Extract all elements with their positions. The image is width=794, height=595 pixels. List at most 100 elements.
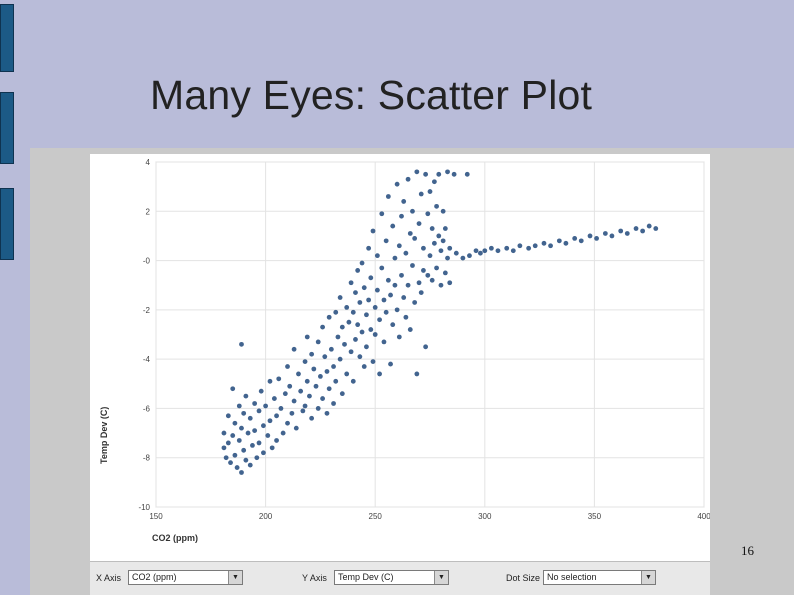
y-tick-label: -8 bbox=[143, 454, 151, 463]
scatter-point bbox=[460, 255, 466, 261]
scatter-point bbox=[250, 442, 255, 448]
scatter-point bbox=[447, 245, 453, 251]
scatter-point bbox=[379, 211, 385, 217]
scatter-point bbox=[370, 359, 376, 365]
dot-size-select[interactable]: No selection ▼ bbox=[543, 570, 656, 585]
x-tick-label: 300 bbox=[478, 512, 492, 521]
slide-title: Many Eyes: Scatter Plot bbox=[150, 72, 593, 118]
scatter-point bbox=[401, 295, 407, 300]
scatter-point bbox=[416, 280, 422, 286]
chevron-down-icon[interactable]: ▼ bbox=[641, 571, 655, 584]
chart-panel: 4 2 -0 -2 -4 -6 -8 -10 150 200 250 300 350 400 Temp … bbox=[90, 154, 711, 595]
scatter-point bbox=[390, 322, 396, 328]
y-tick-label: -4 bbox=[143, 355, 151, 364]
chevron-down-icon[interactable]: ▼ bbox=[228, 571, 242, 584]
scatter-point bbox=[359, 329, 365, 335]
scatter-point bbox=[370, 228, 376, 234]
scatter-point bbox=[318, 373, 323, 379]
scatter-point bbox=[261, 423, 266, 429]
y-tick-label: -2 bbox=[143, 306, 151, 315]
scatter-point bbox=[302, 403, 308, 409]
x-tick-label: 250 bbox=[369, 512, 383, 521]
scatter-point bbox=[392, 282, 398, 288]
scatter-point bbox=[256, 440, 262, 446]
scatter-point bbox=[385, 194, 391, 199]
scatter-point bbox=[344, 304, 350, 310]
y-tick-label: -10 bbox=[138, 503, 150, 512]
scatter-point bbox=[254, 455, 260, 461]
scatter-point bbox=[423, 344, 429, 350]
scatter-point bbox=[440, 238, 446, 244]
scatter-point bbox=[228, 460, 233, 466]
scatter-point bbox=[315, 406, 321, 411]
scatter-point bbox=[405, 176, 411, 182]
scatter-point bbox=[436, 171, 442, 177]
scatter-point bbox=[453, 250, 459, 256]
scatter-point bbox=[372, 332, 378, 337]
scatter-point bbox=[478, 250, 483, 256]
scatter-point bbox=[434, 265, 439, 271]
scatter-point bbox=[239, 470, 244, 475]
scatter-point bbox=[309, 351, 315, 357]
scatter-point bbox=[368, 327, 374, 332]
x-tick-label: 400 bbox=[697, 512, 710, 521]
scatter-point bbox=[407, 327, 413, 332]
scatter-point bbox=[442, 270, 448, 276]
scatter-point bbox=[302, 359, 308, 365]
scatter-point bbox=[239, 425, 244, 431]
y-tick-label: 2 bbox=[146, 207, 151, 216]
scatter-point bbox=[243, 393, 249, 399]
scatter-point bbox=[541, 240, 547, 246]
scatter-point bbox=[464, 171, 470, 177]
scatter-point bbox=[285, 364, 290, 369]
scatter-point bbox=[296, 371, 301, 377]
scatter-point bbox=[633, 226, 639, 231]
scatter-point bbox=[350, 309, 356, 315]
scatter-point bbox=[394, 307, 400, 313]
scatter-point bbox=[396, 334, 402, 340]
scatter-point bbox=[311, 366, 317, 372]
x-axis-select[interactable]: CO2 (ppm) ▼ bbox=[128, 570, 243, 585]
scatter-point bbox=[366, 245, 372, 251]
scatter-point bbox=[304, 378, 310, 384]
scatter-point bbox=[434, 203, 439, 209]
scatter-point bbox=[364, 344, 369, 350]
y-axis-select[interactable]: Temp Dev (C) ▼ bbox=[334, 570, 449, 585]
scatter-point bbox=[646, 223, 652, 229]
scatter-point bbox=[414, 371, 420, 377]
scatter-point bbox=[548, 243, 553, 249]
scatter-point bbox=[328, 346, 334, 352]
scatter-point bbox=[488, 245, 494, 251]
scatter-point bbox=[271, 396, 277, 401]
scatter-point bbox=[252, 401, 258, 406]
scatter-point bbox=[350, 378, 356, 384]
chevron-down-icon[interactable]: ▼ bbox=[434, 571, 448, 584]
scatter-point bbox=[234, 465, 240, 470]
scatter-point bbox=[285, 420, 290, 426]
scatter-point bbox=[278, 406, 284, 411]
scatter-point bbox=[482, 248, 488, 254]
dot-size-control-label: Dot Size bbox=[506, 573, 541, 583]
scatter-point bbox=[263, 403, 268, 409]
scatter-point bbox=[390, 223, 396, 229]
scatter-point bbox=[326, 386, 332, 392]
scatter-point bbox=[392, 255, 398, 261]
scatter-point bbox=[333, 378, 339, 384]
slide-tab-decoration bbox=[0, 4, 14, 72]
scatter-point bbox=[372, 304, 378, 310]
scatter-point bbox=[394, 181, 400, 187]
scatter-point bbox=[445, 169, 450, 175]
scatter-point bbox=[602, 231, 608, 236]
scatter-point bbox=[401, 199, 407, 204]
scatter-point bbox=[225, 413, 231, 419]
scatter-point bbox=[274, 438, 279, 443]
scatter-point bbox=[618, 228, 624, 234]
scatter-point bbox=[348, 280, 354, 286]
scatter-point bbox=[609, 233, 615, 239]
scatter-point bbox=[274, 413, 279, 419]
scatter-point bbox=[348, 349, 354, 355]
slide-tab-decoration bbox=[0, 188, 14, 260]
scatter-chart: 4 2 -0 -2 -4 -6 -8 -10 150 200 250 300 350 400 Temp … bbox=[99, 158, 711, 543]
scatter-point bbox=[265, 433, 271, 438]
scatter-point bbox=[412, 235, 418, 241]
